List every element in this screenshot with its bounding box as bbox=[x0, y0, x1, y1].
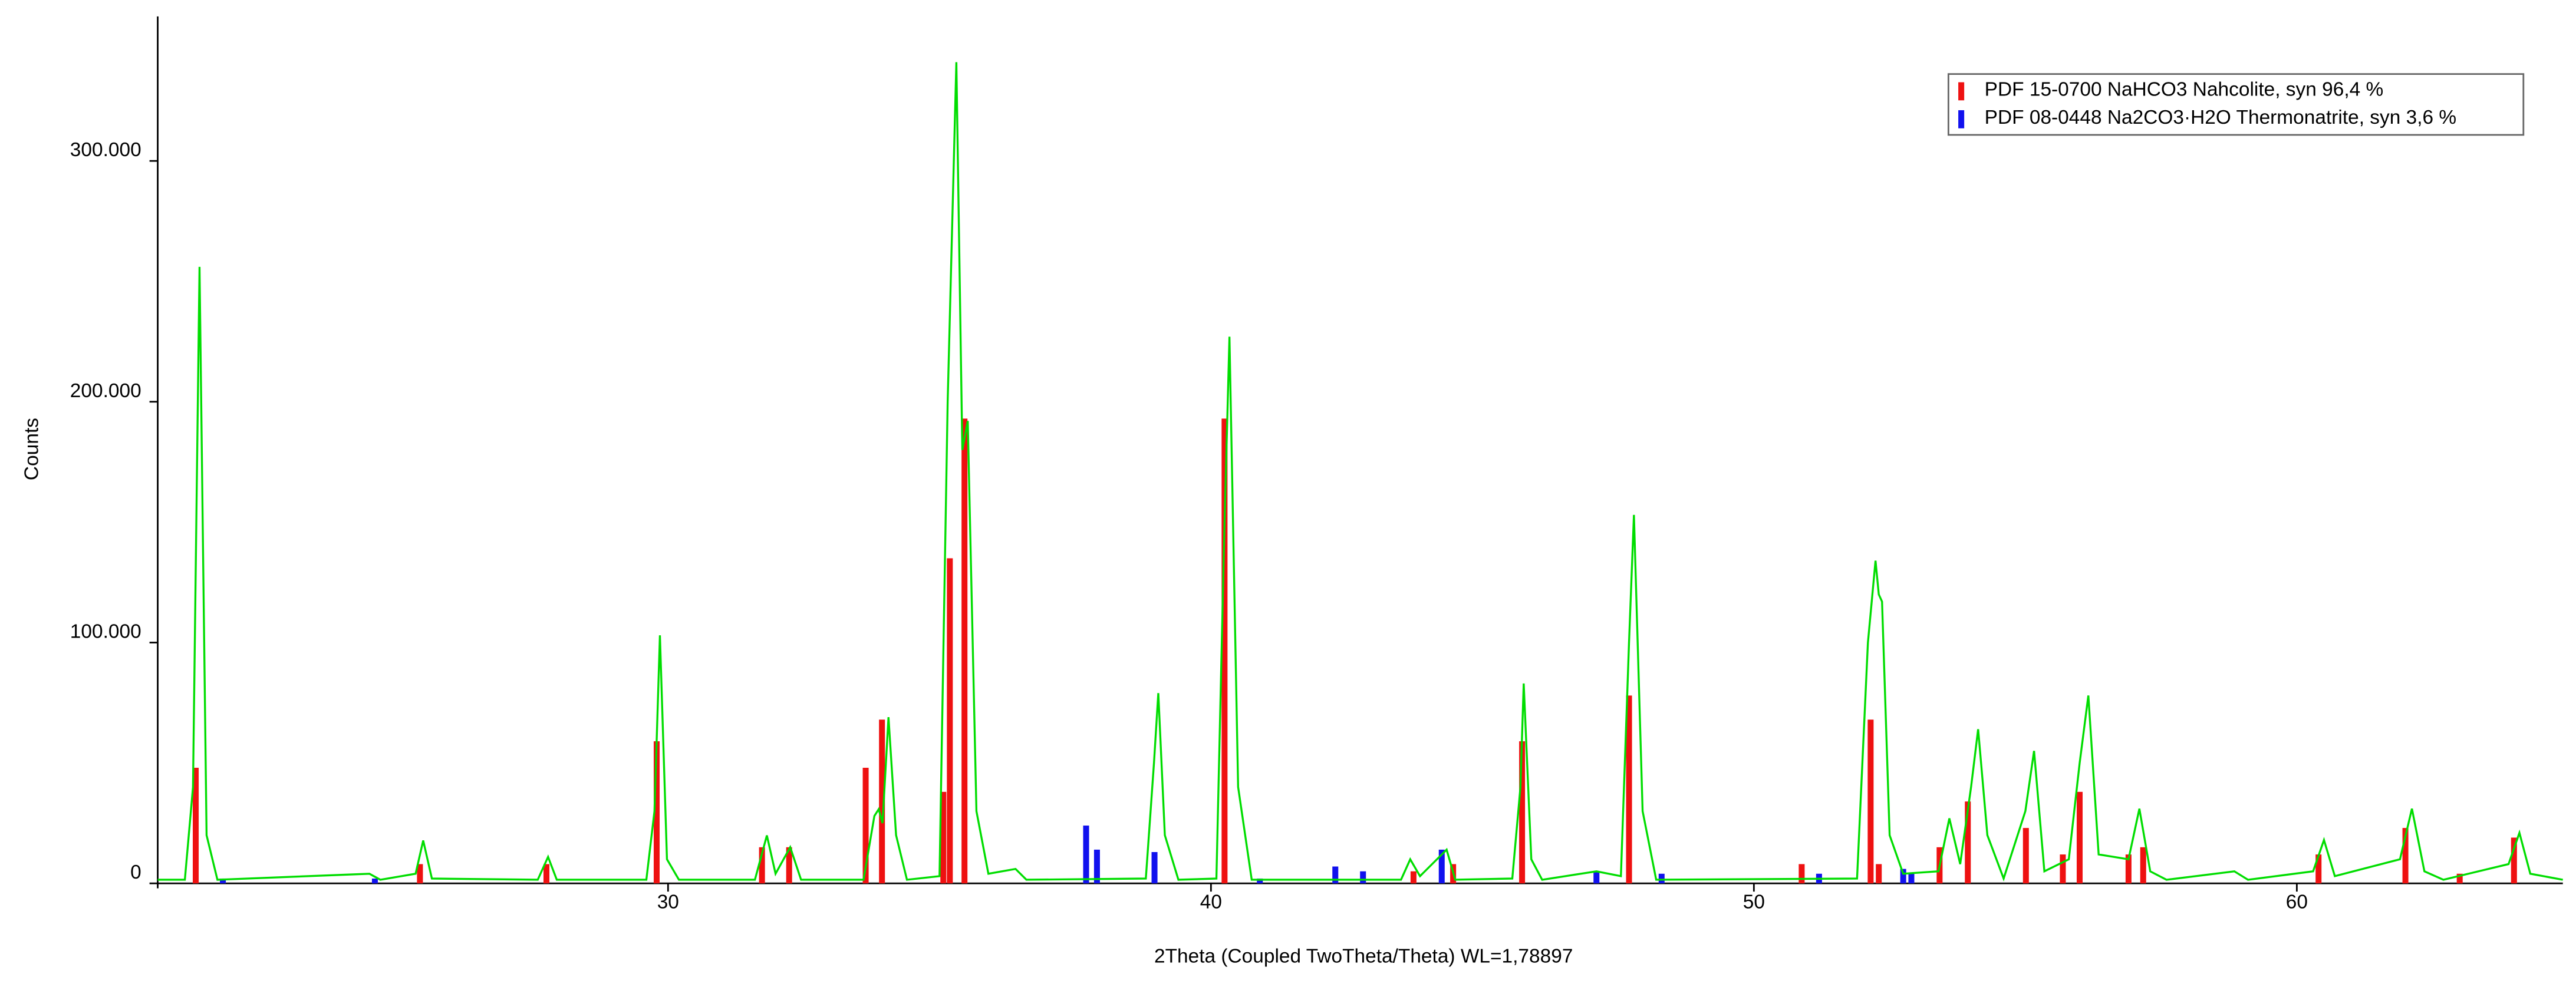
reference-stick bbox=[1519, 741, 1526, 884]
reference-stick bbox=[759, 847, 765, 884]
reference-stick bbox=[961, 418, 968, 884]
reference-stick bbox=[1151, 851, 1158, 884]
reference-stick bbox=[786, 847, 792, 884]
reference-stick bbox=[1332, 866, 1339, 884]
legend bbox=[1947, 73, 2525, 136]
reference-stick bbox=[2060, 854, 2066, 884]
reference-stick bbox=[862, 767, 869, 884]
x-tick-label: 40 bbox=[1200, 891, 1222, 913]
reference-stick bbox=[653, 741, 660, 884]
y-tick-label: 100.000 bbox=[70, 621, 141, 643]
reference-stick bbox=[940, 791, 947, 884]
reference-stick bbox=[1965, 801, 1971, 884]
reference-stick bbox=[1093, 849, 1100, 884]
reference-stick bbox=[1876, 864, 1882, 884]
y-axis-label: Counts bbox=[21, 418, 43, 480]
pattern-line bbox=[157, 62, 2564, 882]
reference-stick bbox=[1438, 849, 1445, 884]
reference-stick bbox=[1908, 873, 1915, 884]
reference-stick bbox=[1658, 873, 1665, 884]
reference-stick bbox=[1083, 826, 1089, 884]
reference-stick bbox=[2076, 791, 2083, 884]
reference-stick bbox=[193, 767, 199, 884]
reference-stick bbox=[1626, 695, 1632, 884]
reference-stick bbox=[1221, 418, 1228, 884]
reference-stick bbox=[2456, 873, 2463, 884]
reference-stick bbox=[1900, 869, 1906, 884]
x-tick-label: 50 bbox=[1743, 891, 1765, 913]
reference-stick bbox=[1593, 871, 1600, 884]
reference-stick bbox=[2125, 854, 2132, 884]
reference-stick bbox=[1410, 871, 1417, 884]
y-tick-label: 300.000 bbox=[70, 139, 141, 161]
reference-stick bbox=[2022, 828, 2029, 884]
reference-stick bbox=[879, 719, 885, 884]
reference-stick bbox=[1798, 864, 1805, 884]
reference-stick bbox=[1257, 878, 1263, 884]
legend-label: PDF 15-0700 NaHCO3 Nahcolite, syn 96,4 % bbox=[1985, 78, 2384, 100]
reference-stick bbox=[220, 878, 226, 884]
y-tick-label: 0 bbox=[130, 861, 141, 883]
legend-swatch bbox=[1958, 82, 1965, 101]
reference-stick bbox=[2511, 837, 2517, 884]
legend-swatch bbox=[1958, 110, 1965, 128]
x-tick-label: 60 bbox=[2286, 891, 2308, 913]
reference-stick bbox=[1867, 719, 1874, 884]
reference-stick bbox=[2402, 828, 2409, 884]
reference-stick bbox=[543, 864, 550, 884]
reference-stick bbox=[371, 878, 378, 884]
x-axis-label: 2Theta (Coupled TwoTheta/Theta) WL=1,788… bbox=[1154, 946, 1573, 968]
legend-label: PDF 08-0448 Na2CO3·H2O Thermonatrite, sy… bbox=[1985, 107, 2456, 128]
reference-stick bbox=[947, 558, 953, 884]
reference-stick bbox=[1360, 871, 1366, 884]
reference-stick bbox=[2140, 847, 2146, 884]
reference-stick bbox=[417, 864, 423, 884]
y-tick-label: 200.000 bbox=[70, 380, 141, 402]
x-tick-label: 30 bbox=[657, 891, 679, 913]
reference-stick bbox=[2315, 854, 2322, 884]
